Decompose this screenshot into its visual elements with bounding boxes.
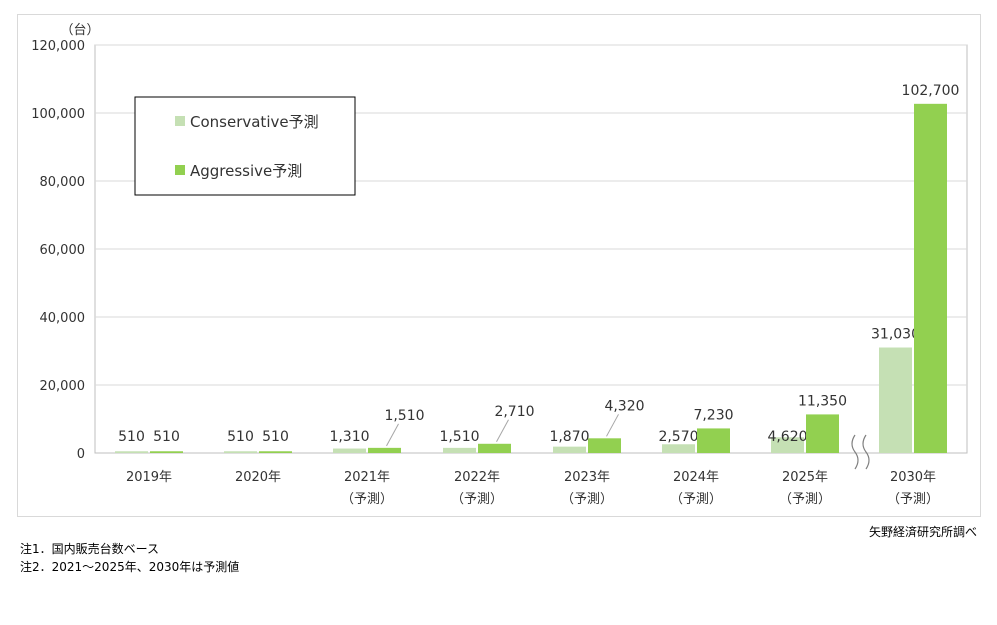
data-label: 1,510 xyxy=(439,429,479,445)
data-label: 510 xyxy=(227,429,254,445)
leader-line xyxy=(496,419,509,443)
bar-aggressive xyxy=(478,443,511,453)
data-label: 510 xyxy=(118,429,145,445)
x-tick-label: 2020年 xyxy=(235,470,281,485)
axis-break-mark xyxy=(851,434,859,470)
x-tick-sublabel: （予測） xyxy=(887,492,939,507)
bar-aggressive xyxy=(259,451,292,453)
x-tick-label: 2030年 xyxy=(890,470,936,485)
y-tick-label: 80,000 xyxy=(40,175,86,190)
bar-conservative xyxy=(333,448,366,453)
data-label: 11,350 xyxy=(798,393,847,409)
x-tick-sublabel: （予測） xyxy=(561,492,613,507)
y-tick-label: 120,000 xyxy=(31,39,85,54)
legend-label: Aggressive予測 xyxy=(190,162,302,180)
y-unit-label: （台） xyxy=(60,23,99,38)
bar-aggressive xyxy=(150,451,183,453)
data-label: 510 xyxy=(153,429,180,445)
data-label: 510 xyxy=(262,429,289,445)
x-tick-label: 2021年 xyxy=(344,470,390,485)
data-label: 1,510 xyxy=(384,408,424,424)
leader-line xyxy=(386,423,399,447)
bar-conservative xyxy=(879,347,912,453)
y-tick-label: 100,000 xyxy=(31,107,85,122)
bar-conservative xyxy=(662,444,695,453)
bar-conservative xyxy=(115,451,148,453)
y-tick-label: 40,000 xyxy=(40,311,86,326)
data-label: 1,310 xyxy=(329,429,369,445)
data-label: 2,570 xyxy=(658,429,698,445)
x-tick-sublabel: （予測） xyxy=(341,492,393,507)
x-tick-label: 2022年 xyxy=(454,470,500,485)
data-label: 31,030 xyxy=(871,326,920,342)
leader-line xyxy=(606,414,619,437)
chart-frame xyxy=(17,14,981,517)
legend-box xyxy=(134,96,356,196)
y-tick-label: 20,000 xyxy=(40,379,86,394)
axis-break-mark xyxy=(862,434,870,470)
data-label: 102,700 xyxy=(902,83,960,99)
legend-label: Conservative予測 xyxy=(190,113,319,131)
x-tick-label: 2025年 xyxy=(782,470,828,485)
x-tick-label: 2019年 xyxy=(126,470,172,485)
bar-conservative xyxy=(443,447,476,453)
note-1: 注1．国内販売台数ベース xyxy=(20,542,160,556)
source-note: 矢野経済研究所調べ xyxy=(868,525,977,539)
data-label: 7,230 xyxy=(693,407,733,423)
bar-aggressive xyxy=(914,103,947,453)
x-tick-sublabel: （予測） xyxy=(451,492,503,507)
bar-conservative xyxy=(553,446,586,453)
x-tick-label: 2023年 xyxy=(564,470,610,485)
note-2: 注2．2021～2025年、2030年は予測値 xyxy=(20,560,240,574)
bar-conservative xyxy=(771,437,804,453)
bar-aggressive xyxy=(806,414,839,453)
bar-aggressive xyxy=(697,428,730,453)
bar-aggressive xyxy=(368,447,401,453)
x-tick-label: 2024年 xyxy=(673,470,719,485)
bar-aggressive xyxy=(588,438,621,453)
x-tick-sublabel: （予測） xyxy=(670,492,722,507)
data-label: 4,320 xyxy=(604,398,644,414)
y-tick-label: 0 xyxy=(77,447,85,462)
x-tick-sublabel: （予測） xyxy=(779,492,831,507)
data-label: 4,620 xyxy=(767,429,807,445)
data-label: 2,710 xyxy=(494,404,534,420)
data-label: 1,870 xyxy=(549,429,589,445)
legend-swatch xyxy=(175,165,185,175)
legend-swatch xyxy=(175,116,185,126)
bar-conservative xyxy=(224,451,257,453)
y-tick-label: 60,000 xyxy=(40,243,86,258)
